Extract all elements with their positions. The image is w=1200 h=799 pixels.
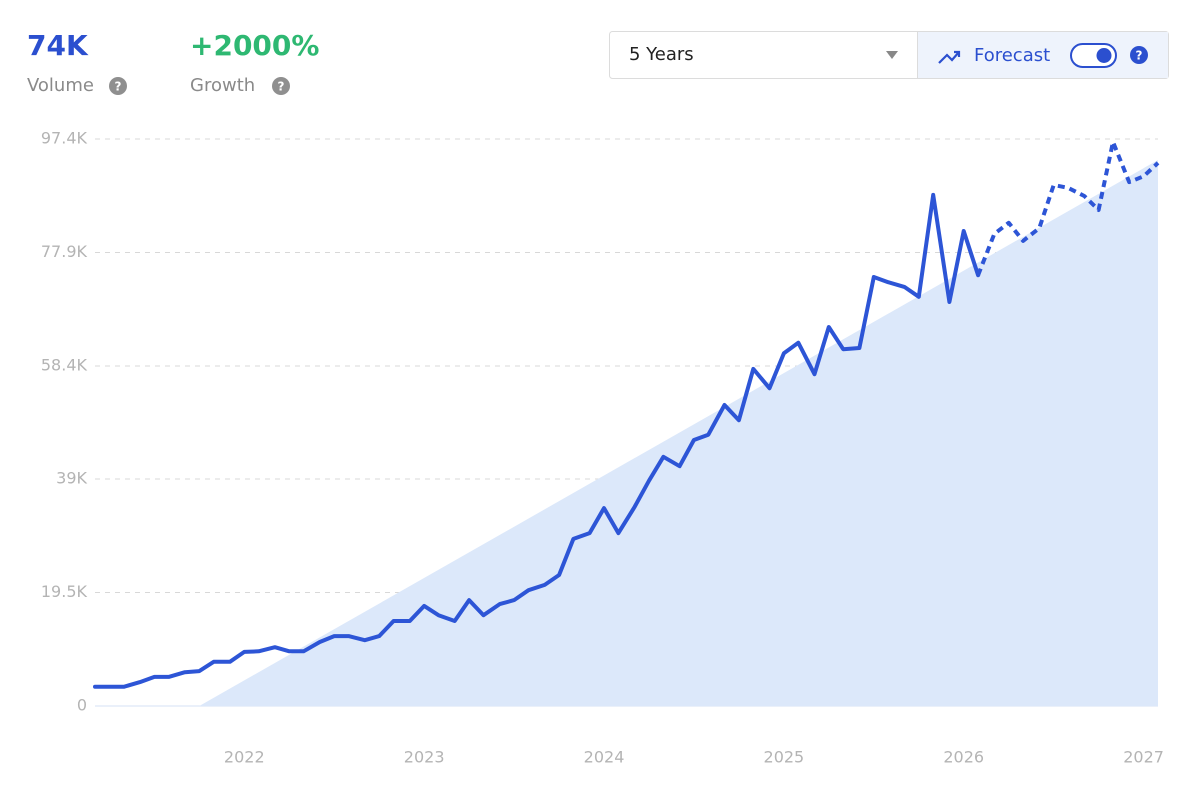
toggle-knob [1096, 48, 1112, 63]
range-select[interactable]: 5 Years [629, 44, 694, 65]
dropdown-arrow[interactable] [886, 51, 898, 59]
x-tick-label: 2024 [584, 748, 625, 767]
help-glyph: ? [1136, 49, 1143, 63]
x-tick-label: 2023 [404, 748, 445, 767]
y-tick-label: 0 [77, 696, 87, 715]
x-tick-label: 2027 [1123, 748, 1164, 767]
growth-label: Growth [190, 75, 255, 96]
y-tick-label: 97.4K [41, 129, 88, 148]
help-icon[interactable] [272, 77, 290, 95]
volume-line [93, 192, 981, 689]
x-tick-label: 2025 [764, 748, 805, 767]
help-icon[interactable] [109, 77, 127, 95]
x-tick-label: 2022 [224, 748, 265, 767]
trend-area [199, 160, 1159, 706]
volume-value: 74K [27, 29, 89, 62]
series-layer [199, 160, 1159, 706]
y-tick-label: 77.9K [41, 242, 88, 261]
x-tick-label: 2026 [943, 748, 984, 767]
help-icon[interactable] [1130, 46, 1148, 64]
y-tick-label: 39K [56, 468, 87, 487]
help-glyph: ? [278, 80, 285, 94]
y-tick-label: 58.4K [41, 356, 88, 375]
volume-label: Volume [27, 75, 94, 96]
trend-icon [938, 50, 961, 64]
y-tick-label: 19.5K [41, 582, 88, 601]
growth-value: +2000% [190, 29, 319, 62]
help-glyph: ? [115, 80, 122, 94]
forecast-label: Forecast [974, 45, 1050, 66]
forecast-line [976, 139, 1160, 276]
